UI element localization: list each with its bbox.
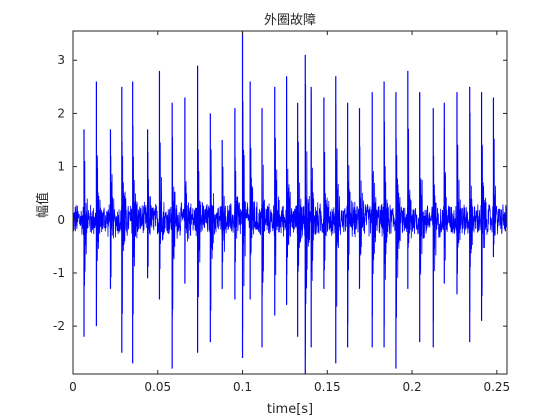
x-tick-label: 0.05 xyxy=(144,380,171,394)
x-tick-label: 0.1 xyxy=(233,380,252,394)
y-tick-label: 1 xyxy=(57,160,65,174)
x-axis-label: time[s] xyxy=(267,402,313,417)
y-axis: -2 -1 0 1 2 3 xyxy=(53,53,507,333)
x-tick-label: 0.15 xyxy=(314,380,341,394)
y-axis-label: 幅值 xyxy=(35,192,51,218)
x-axis: 0 0.05 0.1 0.15 0.2 0.25 xyxy=(69,31,510,394)
x-tick-label: 0.25 xyxy=(483,380,510,394)
signal-series xyxy=(72,31,508,374)
y-tick-label: 0 xyxy=(57,213,65,227)
chart-title: 外圈故障 xyxy=(264,13,316,28)
signal-line xyxy=(72,84,508,358)
y-tick-label: -1 xyxy=(53,266,65,280)
y-tick-label: 3 xyxy=(57,53,65,67)
y-tick-label: -2 xyxy=(53,319,65,333)
x-tick-label: 0.2 xyxy=(403,380,422,394)
x-tick-label: 0 xyxy=(69,380,77,394)
y-tick-label: 2 xyxy=(57,106,65,120)
axes-box xyxy=(72,30,508,375)
